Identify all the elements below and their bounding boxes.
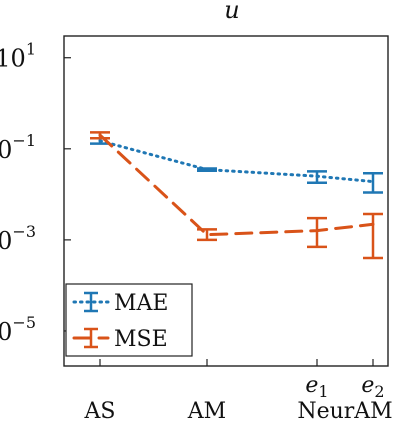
legend-mse-label: MSE xyxy=(114,327,168,352)
mse-errorbar xyxy=(197,228,217,242)
x-tick-label: AS xyxy=(84,399,116,423)
mse-errorbar xyxy=(363,212,383,260)
y-tick-label: 10−1 xyxy=(0,131,36,164)
mae-line xyxy=(98,139,375,184)
series-layer xyxy=(90,131,383,260)
legend-mae-label: MAE xyxy=(114,291,168,316)
y-axis: 101 10−1 10−3 10−5 xyxy=(0,40,71,346)
x-group-label: NeurAM xyxy=(297,399,392,423)
legend: MAE MSE xyxy=(65,283,193,357)
mae-errorbar xyxy=(197,167,217,172)
legend-box xyxy=(65,283,193,357)
mae-errorbar xyxy=(363,172,383,194)
mse-errorbar xyxy=(90,131,110,140)
mae-errorbar xyxy=(307,170,327,184)
chart-title: u xyxy=(224,0,239,24)
x-tick-label: e2 xyxy=(361,373,384,401)
y-tick-label: 10−5 xyxy=(0,313,36,346)
mse-line xyxy=(98,133,375,237)
plot-area xyxy=(63,35,389,367)
mse-errorbar xyxy=(307,216,327,249)
y-tick-label: 101 xyxy=(0,40,36,73)
x-tick-label: e1 xyxy=(305,373,328,401)
x-tick-label: AM xyxy=(187,399,226,423)
y-tick-label: 10−3 xyxy=(0,222,36,255)
